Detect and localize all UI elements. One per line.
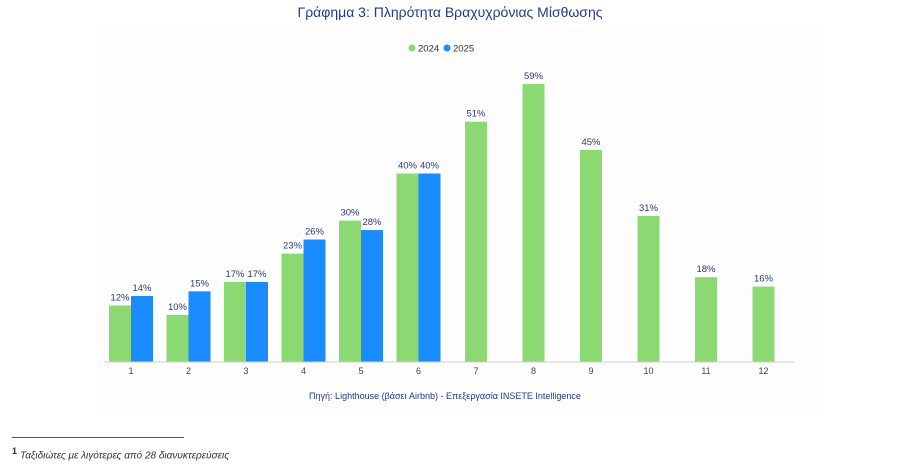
chart-title: Γράφημα 3: Πληρότητα Βραχυχρόνιας Μίσθωσ… [297,4,603,20]
data-label-2024-4: 23% [283,241,303,252]
data-label-2024-2: 10% [168,302,188,313]
legend-swatch-2024 [408,44,416,52]
legend-label-2025: 2025 [453,44,474,55]
footnote-marker: 1 [12,446,18,456]
bar-2024-2 [166,314,189,362]
x-tick-label-6: 6 [416,366,421,376]
footnote-text: Ταξιδιώτες με λιγότερες από 28 διανυκτερ… [20,450,230,462]
bar-2025-5 [361,230,383,362]
bar-2024-9 [580,149,602,362]
bar-2024-5 [339,220,361,362]
data-label-2024-11: 18% [696,264,716,275]
data-label-2025-4: 26% [305,226,325,237]
bar-2025-6 [418,173,441,362]
x-tick-label-3: 3 [243,366,248,376]
legend-label-2024: 2024 [418,44,439,55]
data-label-2024-6: 40% [398,161,418,172]
data-label-2024-3: 17% [225,269,245,280]
bar-2024-6 [396,173,419,362]
data-label-2024-1: 12% [110,292,130,303]
data-label-2024-8: 59% [524,71,544,82]
footnote: 1 Ταξιδιώτες με λιγότερες από 28 διανυκτε… [12,446,229,461]
bar-2024-12 [752,286,775,362]
x-tick-label-5: 5 [358,366,363,376]
bar-2024-1 [109,305,131,362]
x-tick-label-4: 4 [301,366,306,376]
data-label-2025-3: 17% [247,269,267,280]
x-tick-label-12: 12 [758,366,768,376]
bar-2024-7 [465,121,487,362]
data-label-2025-6: 40% [420,161,440,172]
x-tick-label-7: 7 [473,366,478,376]
data-label-2025-5: 28% [362,217,382,228]
legend: 2024 2025 [408,44,474,55]
x-tick-label-1: 1 [128,366,133,376]
bar-2024-3 [224,281,246,362]
data-label-2025-1: 14% [132,283,152,294]
data-labels-group: 12%14% 10% 15% 17% 17% 23%26% 30%28% 40% 40% 51% 5… [110,71,773,313]
bar-2025-1 [131,296,153,362]
x-tick-label-9: 9 [588,366,593,376]
data-label-2024-5: 30% [340,208,360,219]
x-tick-label-11: 11 [701,366,710,376]
footnote-divider [12,437,184,438]
x-tick-label-10: 10 [643,366,653,376]
bar-2024-8 [522,84,545,362]
bar-2024-10 [637,215,660,362]
data-label-2024-7: 51% [466,109,486,120]
bar-2024-4 [281,253,304,362]
bar-2025-2 [188,291,211,362]
legend-swatch-2025 [443,44,451,52]
data-label-2024-12: 16% [754,274,774,285]
bar-2025-3 [246,281,268,362]
x-tick-labels-group: 1 2 3 4 5 6 7 8 9 10 11 12 [128,366,768,376]
bar-2024-11 [695,277,717,362]
x-tick-label-2: 2 [186,366,191,376]
bar-chart: 2024 2025 12%14% 10% 15% 17% 17% 23%26% 30%28% 4… [104,43,794,401]
bar-2025-4 [303,239,326,362]
data-label-2025-2: 15% [190,278,210,289]
bars-group [109,84,775,362]
x-tick-label-8: 8 [531,366,536,376]
data-label-2024-9: 45% [581,137,601,148]
source-note: Πηγή: Lighthouse (βάσει Airbnb) - Επεξερ… [309,391,581,401]
data-label-2024-10: 31% [639,203,659,214]
